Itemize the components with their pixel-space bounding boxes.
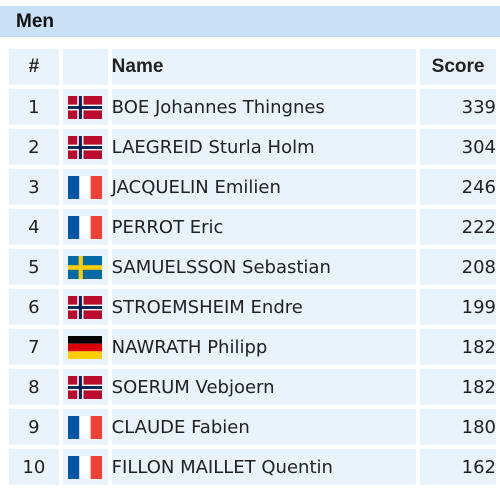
score-cell: 182 — [420, 329, 496, 365]
rank-cell: 2 — [9, 129, 59, 165]
athlete-name-link[interactable]: STROEMSHEIM Endre — [111, 289, 417, 325]
norway-flag-icon — [68, 375, 103, 399]
flag-cell — [62, 89, 108, 125]
norway-flag-icon — [68, 295, 103, 319]
column-header-flag — [62, 49, 108, 85]
france-flag-icon — [68, 455, 103, 479]
athlete-name-link[interactable]: SAMUELSSON Sebastian — [111, 249, 417, 285]
norway-flag-icon — [68, 135, 103, 159]
flag-cell — [62, 329, 108, 365]
athlete-name-link[interactable]: LAEGREID Sturla Holm — [111, 129, 417, 165]
table-row[interactable]: 10 FILLON MAILLET Quentin 162 — [9, 449, 496, 485]
sweden-flag-icon — [68, 255, 103, 279]
score-cell: 222 — [420, 209, 496, 245]
france-flag-icon — [68, 175, 103, 199]
athlete-name-link[interactable]: FILLON MAILLET Quentin — [111, 449, 417, 485]
score-cell: 339 — [420, 89, 496, 125]
ranking-table: # Name Score 1 BOE Johannes Thingnes 339 2 L… — [5, 45, 500, 489]
rank-cell: 8 — [9, 369, 59, 405]
section-title: Men — [0, 6, 500, 37]
norway-flag-icon — [68, 95, 103, 119]
score-cell: 162 — [420, 449, 496, 485]
athlete-name-link[interactable]: CLAUDE Fabien — [111, 409, 417, 445]
table-header-row: # Name Score — [9, 49, 496, 85]
score-cell: 182 — [420, 369, 496, 405]
rank-cell: 9 — [9, 409, 59, 445]
france-flag-icon — [68, 215, 103, 239]
athlete-name-link[interactable]: SOERUM Vebjoern — [111, 369, 417, 405]
flag-cell — [62, 409, 108, 445]
table-row[interactable]: 2 LAEGREID Sturla Holm 304 — [9, 129, 496, 165]
table-row[interactable]: 3 JACQUELIN Emilien 246 — [9, 169, 496, 205]
score-cell: 199 — [420, 289, 496, 325]
rank-cell: 6 — [9, 289, 59, 325]
flag-cell — [62, 289, 108, 325]
rank-cell: 3 — [9, 169, 59, 205]
rank-cell: 4 — [9, 209, 59, 245]
table-row[interactable]: 8 SOERUM Vebjoern 182 — [9, 369, 496, 405]
rank-cell: 10 — [9, 449, 59, 485]
athlete-name-link[interactable]: NAWRATH Philipp — [111, 329, 417, 365]
column-header-rank[interactable]: # — [9, 49, 59, 85]
table-row[interactable]: 1 BOE Johannes Thingnes 339 — [9, 89, 496, 125]
france-flag-icon — [68, 415, 103, 439]
flag-cell — [62, 249, 108, 285]
score-cell: 208 — [420, 249, 496, 285]
flag-cell — [62, 449, 108, 485]
athlete-name-link[interactable]: BOE Johannes Thingnes — [111, 89, 417, 125]
rank-cell: 5 — [9, 249, 59, 285]
flag-cell — [62, 129, 108, 165]
table-row[interactable]: 4 PERROT Eric 222 — [9, 209, 496, 245]
flag-cell — [62, 369, 108, 405]
table-row[interactable]: 9 CLAUDE Fabien 180 — [9, 409, 496, 445]
athlete-name-link[interactable]: JACQUELIN Emilien — [111, 169, 417, 205]
rank-cell: 7 — [9, 329, 59, 365]
table-row[interactable]: 5 SAMUELSSON Sebastian 208 — [9, 249, 496, 285]
column-header-name[interactable]: Name — [111, 49, 417, 85]
germany-flag-icon — [68, 335, 103, 359]
score-cell: 180 — [420, 409, 496, 445]
table-row[interactable]: 7 NAWRATH Philipp 182 — [9, 329, 496, 365]
column-header-score[interactable]: Score — [420, 49, 496, 85]
athlete-name-link[interactable]: PERROT Eric — [111, 209, 417, 245]
table-row[interactable]: 6 STROEMSHEIM Endre 199 — [9, 289, 496, 325]
flag-cell — [62, 169, 108, 205]
score-cell: 304 — [420, 129, 496, 165]
score-cell: 246 — [420, 169, 496, 205]
rank-cell: 1 — [9, 89, 59, 125]
flag-cell — [62, 209, 108, 245]
